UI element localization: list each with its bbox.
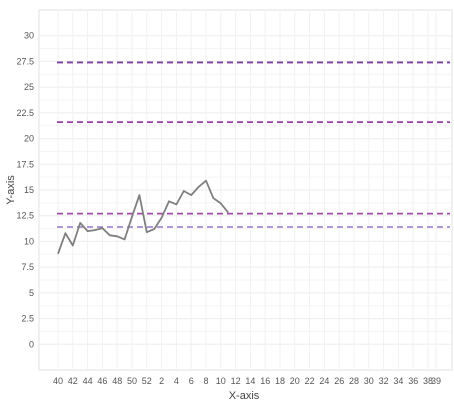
x-tick-label: 30 [364, 376, 374, 386]
y-tick-label: 22.5 [16, 108, 34, 118]
x-tick-label: 40 [53, 376, 63, 386]
x-tick-labels: 40 42 44 46 48 50 52 2 4 6 8 10 12 14 16 18 20 22 24 26 28 30… [53, 376, 441, 386]
x-tick-label: 18 [275, 376, 285, 386]
y-tick-label: 2.5 [21, 314, 34, 324]
series-line [57, 179, 229, 255]
x-tick-label: 6 [189, 376, 194, 386]
x-tick-label: 44 [83, 376, 93, 386]
x-tick-label: 4 [174, 376, 179, 386]
x-tick-label: 10 [216, 376, 226, 386]
reference-lines [57, 61, 450, 228]
grid [39, 10, 452, 370]
x-tick-label: 22 [305, 376, 315, 386]
y-tick-label: 25 [24, 82, 34, 92]
x-tick-label: 2 [159, 376, 164, 386]
series [57, 179, 229, 255]
y-tick-label: 30 [24, 31, 34, 41]
x-tick-label: 24 [319, 376, 329, 386]
x-tick-label: 42 [68, 376, 78, 386]
x-tick-label: 34 [393, 376, 403, 386]
x-tick-label: 46 [97, 376, 107, 386]
y-tick-label: 7.5 [21, 262, 34, 272]
x-tick-label: 48 [112, 376, 122, 386]
x-tick-label: 12 [231, 376, 241, 386]
x-tick-label: 39 [431, 376, 441, 386]
x-tick-label: 38 [423, 376, 433, 386]
y-tick-label: 17.5 [16, 159, 34, 169]
y-tick-label: 27.5 [16, 56, 34, 66]
x-tick-label: 8 [203, 376, 208, 386]
y-tick-label: 15 [24, 185, 34, 195]
x-tick-label: 32 [379, 376, 389, 386]
y-tick-label: 0 [29, 339, 34, 349]
x-tick-label: 50 [127, 376, 137, 386]
y-axis-label: Y-axis [5, 175, 17, 205]
y-tick-label: 20 [24, 134, 34, 144]
y-tick-label: 12.5 [16, 211, 34, 221]
x-tick-label: 52 [142, 376, 152, 386]
y-tick-labels: 0 2.5 5 7.5 10 12.5 15 17.5 20 22.5 25 27.5 30 [16, 31, 34, 350]
x-tick-label: 26 [334, 376, 344, 386]
x-tick-label: 14 [245, 376, 255, 386]
y-tick-label: 5 [29, 288, 34, 298]
x-tick-label: 20 [290, 376, 300, 386]
y-tick-label: 10 [24, 236, 34, 246]
x-tick-label: 28 [349, 376, 359, 386]
x-tick-label: 16 [260, 376, 270, 386]
x-tick-label: 36 [408, 376, 418, 386]
x-axis-label: X-axis [229, 390, 260, 402]
